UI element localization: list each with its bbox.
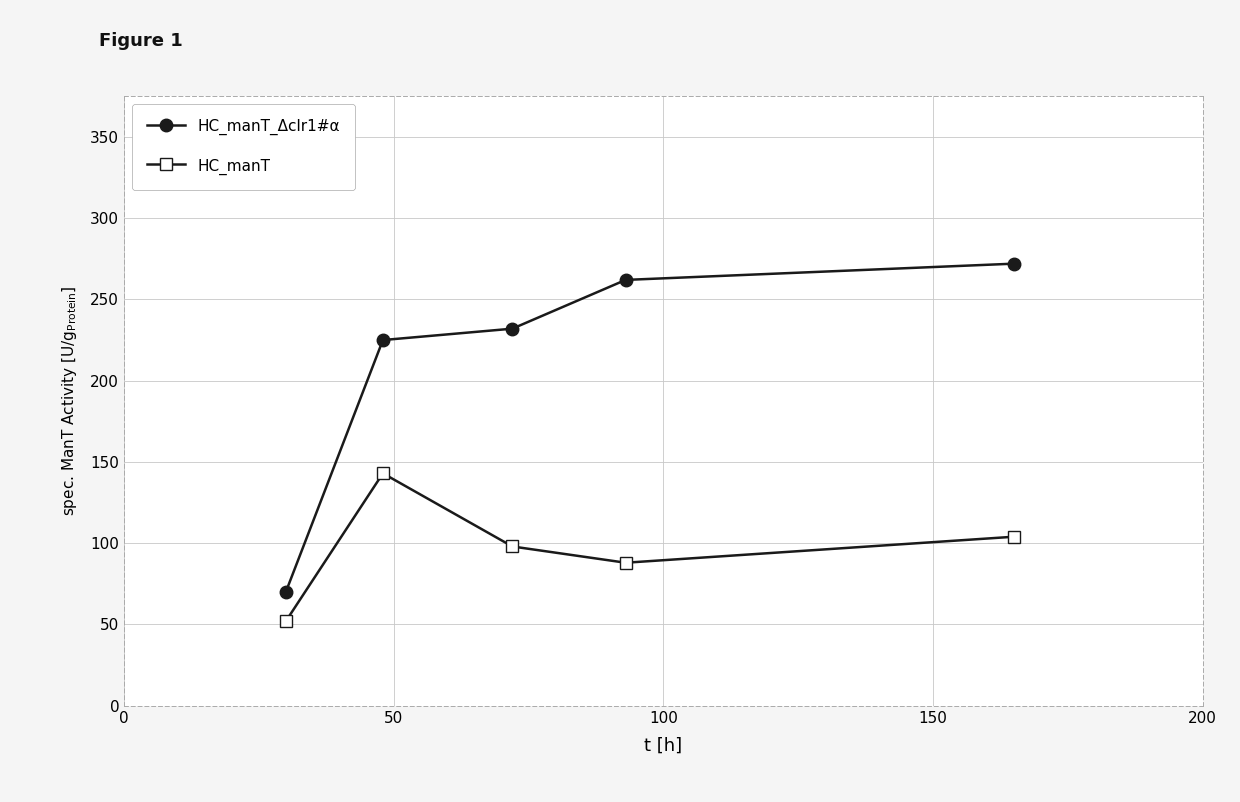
HC_manT_Δclr1#α (505, 324, 520, 334)
Y-axis label: spec. ManT Activity [U/g$_{\mathregular{Protein}}$]: spec. ManT Activity [U/g$_{\mathregular{… (60, 286, 79, 516)
Text: Figure 1: Figure 1 (99, 32, 184, 50)
HC_manT_Δclr1#α (619, 275, 634, 285)
Line: HC_manT: HC_manT (279, 467, 1021, 627)
HC_manT (619, 558, 634, 568)
HC_manT_Δclr1#α (376, 335, 391, 345)
HC_manT_Δclr1#α (278, 587, 293, 597)
HC_manT_Δclr1#α (1007, 259, 1022, 269)
HC_manT (278, 617, 293, 626)
Legend: HC_manT_Δclr1#α, HC_manT: HC_manT_Δclr1#α, HC_manT (131, 104, 355, 190)
Line: HC_manT_Δclr1#α: HC_manT_Δclr1#α (279, 257, 1021, 598)
HC_manT (505, 541, 520, 551)
X-axis label: t [h]: t [h] (645, 737, 682, 755)
HC_manT (1007, 532, 1022, 541)
HC_manT (376, 468, 391, 478)
